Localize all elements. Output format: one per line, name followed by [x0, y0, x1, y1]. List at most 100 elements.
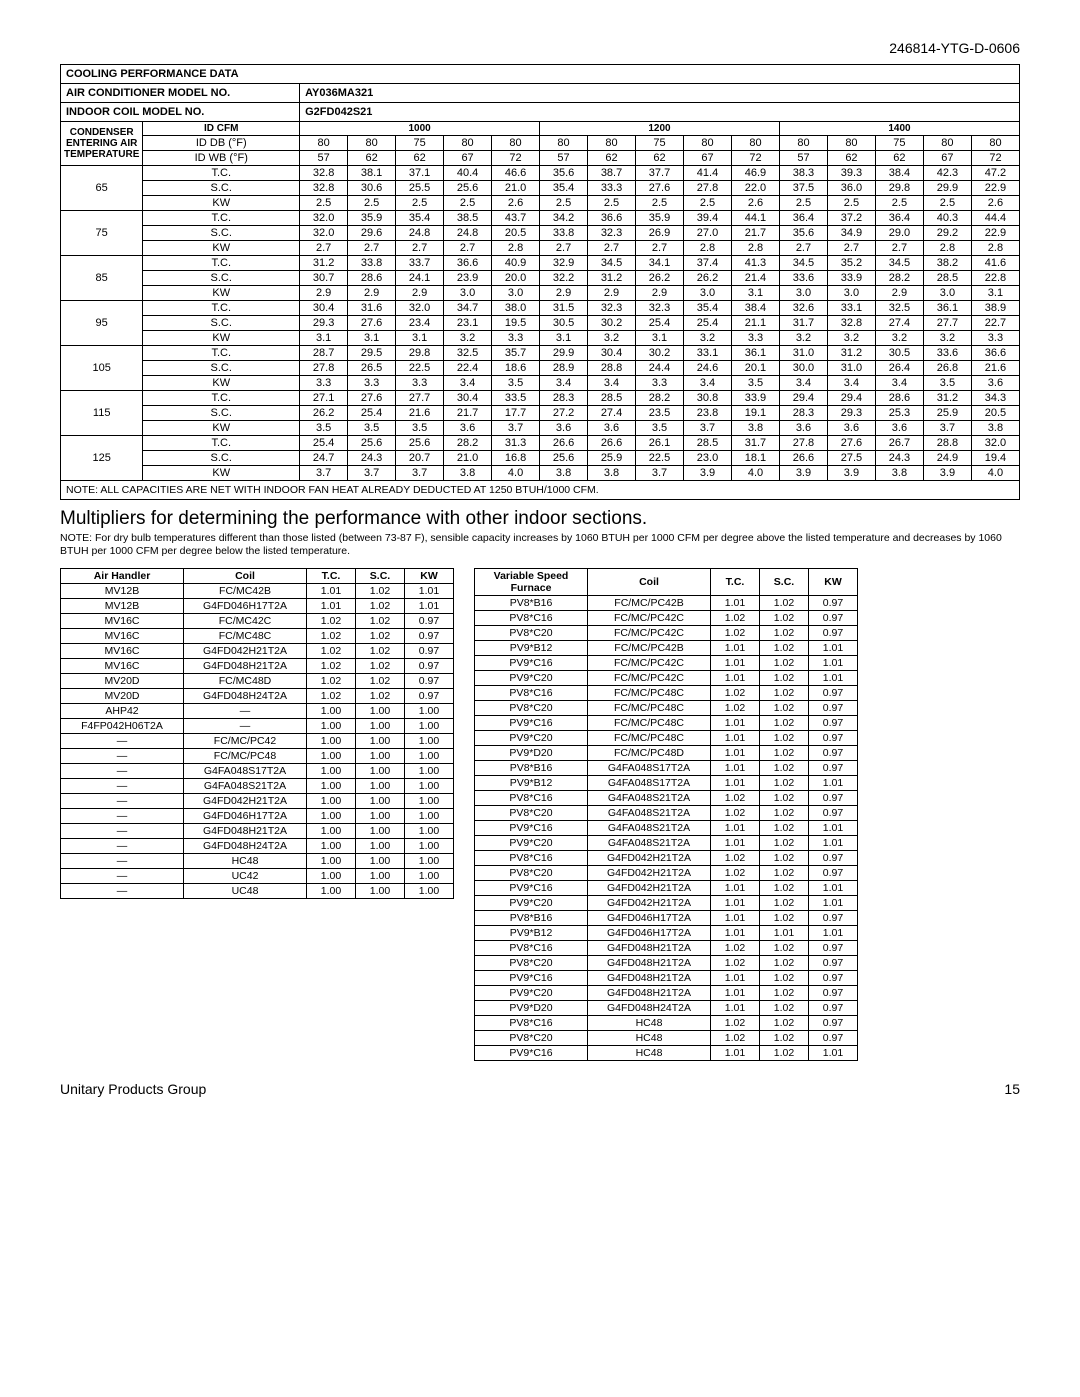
mult-cell: 1.01: [809, 821, 858, 836]
data-cell: 38.7: [588, 166, 636, 181]
mult-cell: 1.02: [711, 686, 760, 701]
mult-cell: 1.00: [356, 824, 405, 839]
data-cell: 34.5: [779, 256, 827, 271]
mult-cell: 1.02: [760, 1001, 809, 1016]
mult-cell: 1.01: [711, 596, 760, 611]
mult-cell: 1.01: [405, 599, 454, 614]
db-val: 80: [492, 136, 540, 151]
temp-val: 95: [61, 301, 143, 346]
data-cell: 21.6: [396, 406, 444, 421]
data-cell: 3.4: [444, 376, 492, 391]
data-cell: 33.1: [684, 346, 732, 361]
data-cell: 26.2: [636, 271, 684, 286]
mult-cell: 1.02: [711, 1016, 760, 1031]
mult-cell: FC/MC/PC42B: [588, 641, 711, 656]
data-cell: 38.4: [875, 166, 923, 181]
data-cell: 28.5: [684, 436, 732, 451]
data-cell: 2.6: [731, 196, 779, 211]
data-cell: 26.6: [588, 436, 636, 451]
data-cell: 30.4: [444, 391, 492, 406]
mult-cell: 1.01: [760, 926, 809, 941]
mult-cell: 1.02: [760, 671, 809, 686]
mult-cell: 1.02: [711, 851, 760, 866]
data-cell: 4.0: [971, 466, 1019, 481]
mult-cell: G4FA048S17T2A: [588, 776, 711, 791]
data-cell: 19.5: [492, 316, 540, 331]
data-cell: 31.2: [588, 271, 636, 286]
data-cell: 2.9: [348, 286, 396, 301]
mult-cell: 1.01: [711, 836, 760, 851]
data-cell: 3.6: [540, 421, 588, 436]
data-cell: 3.1: [971, 286, 1019, 301]
metric-label: T.C.: [143, 436, 300, 451]
metric-label: S.C.: [143, 316, 300, 331]
mult-cell: FC/MC/PC42C: [588, 611, 711, 626]
mult-cell: 1.00: [356, 884, 405, 899]
mult-cell: UC48: [184, 884, 307, 899]
mult-cell: PV8*C16: [475, 686, 588, 701]
mult-cell: 1.01: [711, 746, 760, 761]
mult-cell: 1.02: [711, 866, 760, 881]
col-header: KW: [809, 569, 858, 596]
data-cell: 3.8: [444, 466, 492, 481]
data-cell: 36.6: [444, 256, 492, 271]
cfm-header: 1400: [779, 122, 1019, 136]
idcfm-label: ID CFM: [143, 122, 300, 136]
mult-cell: 0.97: [405, 614, 454, 629]
mult-cell: PV9*B12: [475, 776, 588, 791]
data-cell: 28.7: [300, 346, 348, 361]
mult-cell: 1.01: [711, 881, 760, 896]
data-cell: 30.6: [348, 181, 396, 196]
data-cell: 28.2: [636, 391, 684, 406]
mult-cell: —: [61, 734, 184, 749]
data-cell: 26.8: [923, 361, 971, 376]
data-cell: 32.3: [588, 226, 636, 241]
mult-cell: HC48: [588, 1016, 711, 1031]
data-cell: 3.4: [875, 376, 923, 391]
data-cell: 16.8: [492, 451, 540, 466]
data-cell: 2.9: [540, 286, 588, 301]
data-cell: 32.2: [540, 271, 588, 286]
wb-val: 62: [875, 151, 923, 166]
mult-cell: PV8*C16: [475, 851, 588, 866]
data-cell: 30.4: [300, 301, 348, 316]
metric-label: S.C.: [143, 451, 300, 466]
mult-cell: 0.97: [809, 716, 858, 731]
data-cell: 17.7: [492, 406, 540, 421]
mult-cell: 1.02: [760, 911, 809, 926]
data-cell: 2.9: [396, 286, 444, 301]
mult-cell: G4FD042H21T2A: [588, 866, 711, 881]
data-cell: 2.5: [444, 196, 492, 211]
mult-cell: —: [61, 794, 184, 809]
data-cell: 2.8: [684, 241, 732, 256]
mult-cell: G4FA048S21T2A: [588, 821, 711, 836]
data-cell: 34.2: [540, 211, 588, 226]
data-cell: 3.6: [827, 421, 875, 436]
data-cell: 26.2: [684, 271, 732, 286]
mult-cell: PV8*B16: [475, 911, 588, 926]
mult-cell: 0.97: [405, 674, 454, 689]
data-cell: 27.8: [684, 181, 732, 196]
mult-cell: 1.02: [760, 716, 809, 731]
mult-cell: PV8*C16: [475, 611, 588, 626]
data-cell: 26.7: [875, 436, 923, 451]
mult-cell: 1.02: [760, 1016, 809, 1031]
temp-val: 75: [61, 211, 143, 256]
data-cell: 30.5: [540, 316, 588, 331]
data-cell: 2.6: [492, 196, 540, 211]
data-cell: 3.1: [300, 331, 348, 346]
mult-cell: 1.01: [809, 836, 858, 851]
data-cell: 20.5: [492, 226, 540, 241]
mult-cell: 1.00: [405, 824, 454, 839]
data-cell: 23.8: [684, 406, 732, 421]
mult-cell: MV16C: [61, 644, 184, 659]
condenser-label: CONDENSER ENTERING AIR TEMPERATURE: [61, 122, 143, 166]
mult-cell: 1.02: [356, 659, 405, 674]
mult-cell: PV8*B16: [475, 596, 588, 611]
data-cell: 32.8: [827, 316, 875, 331]
data-cell: 28.8: [588, 361, 636, 376]
data-cell: 29.9: [923, 181, 971, 196]
data-cell: 33.6: [923, 346, 971, 361]
db-val: 80: [588, 136, 636, 151]
data-cell: 3.8: [731, 421, 779, 436]
